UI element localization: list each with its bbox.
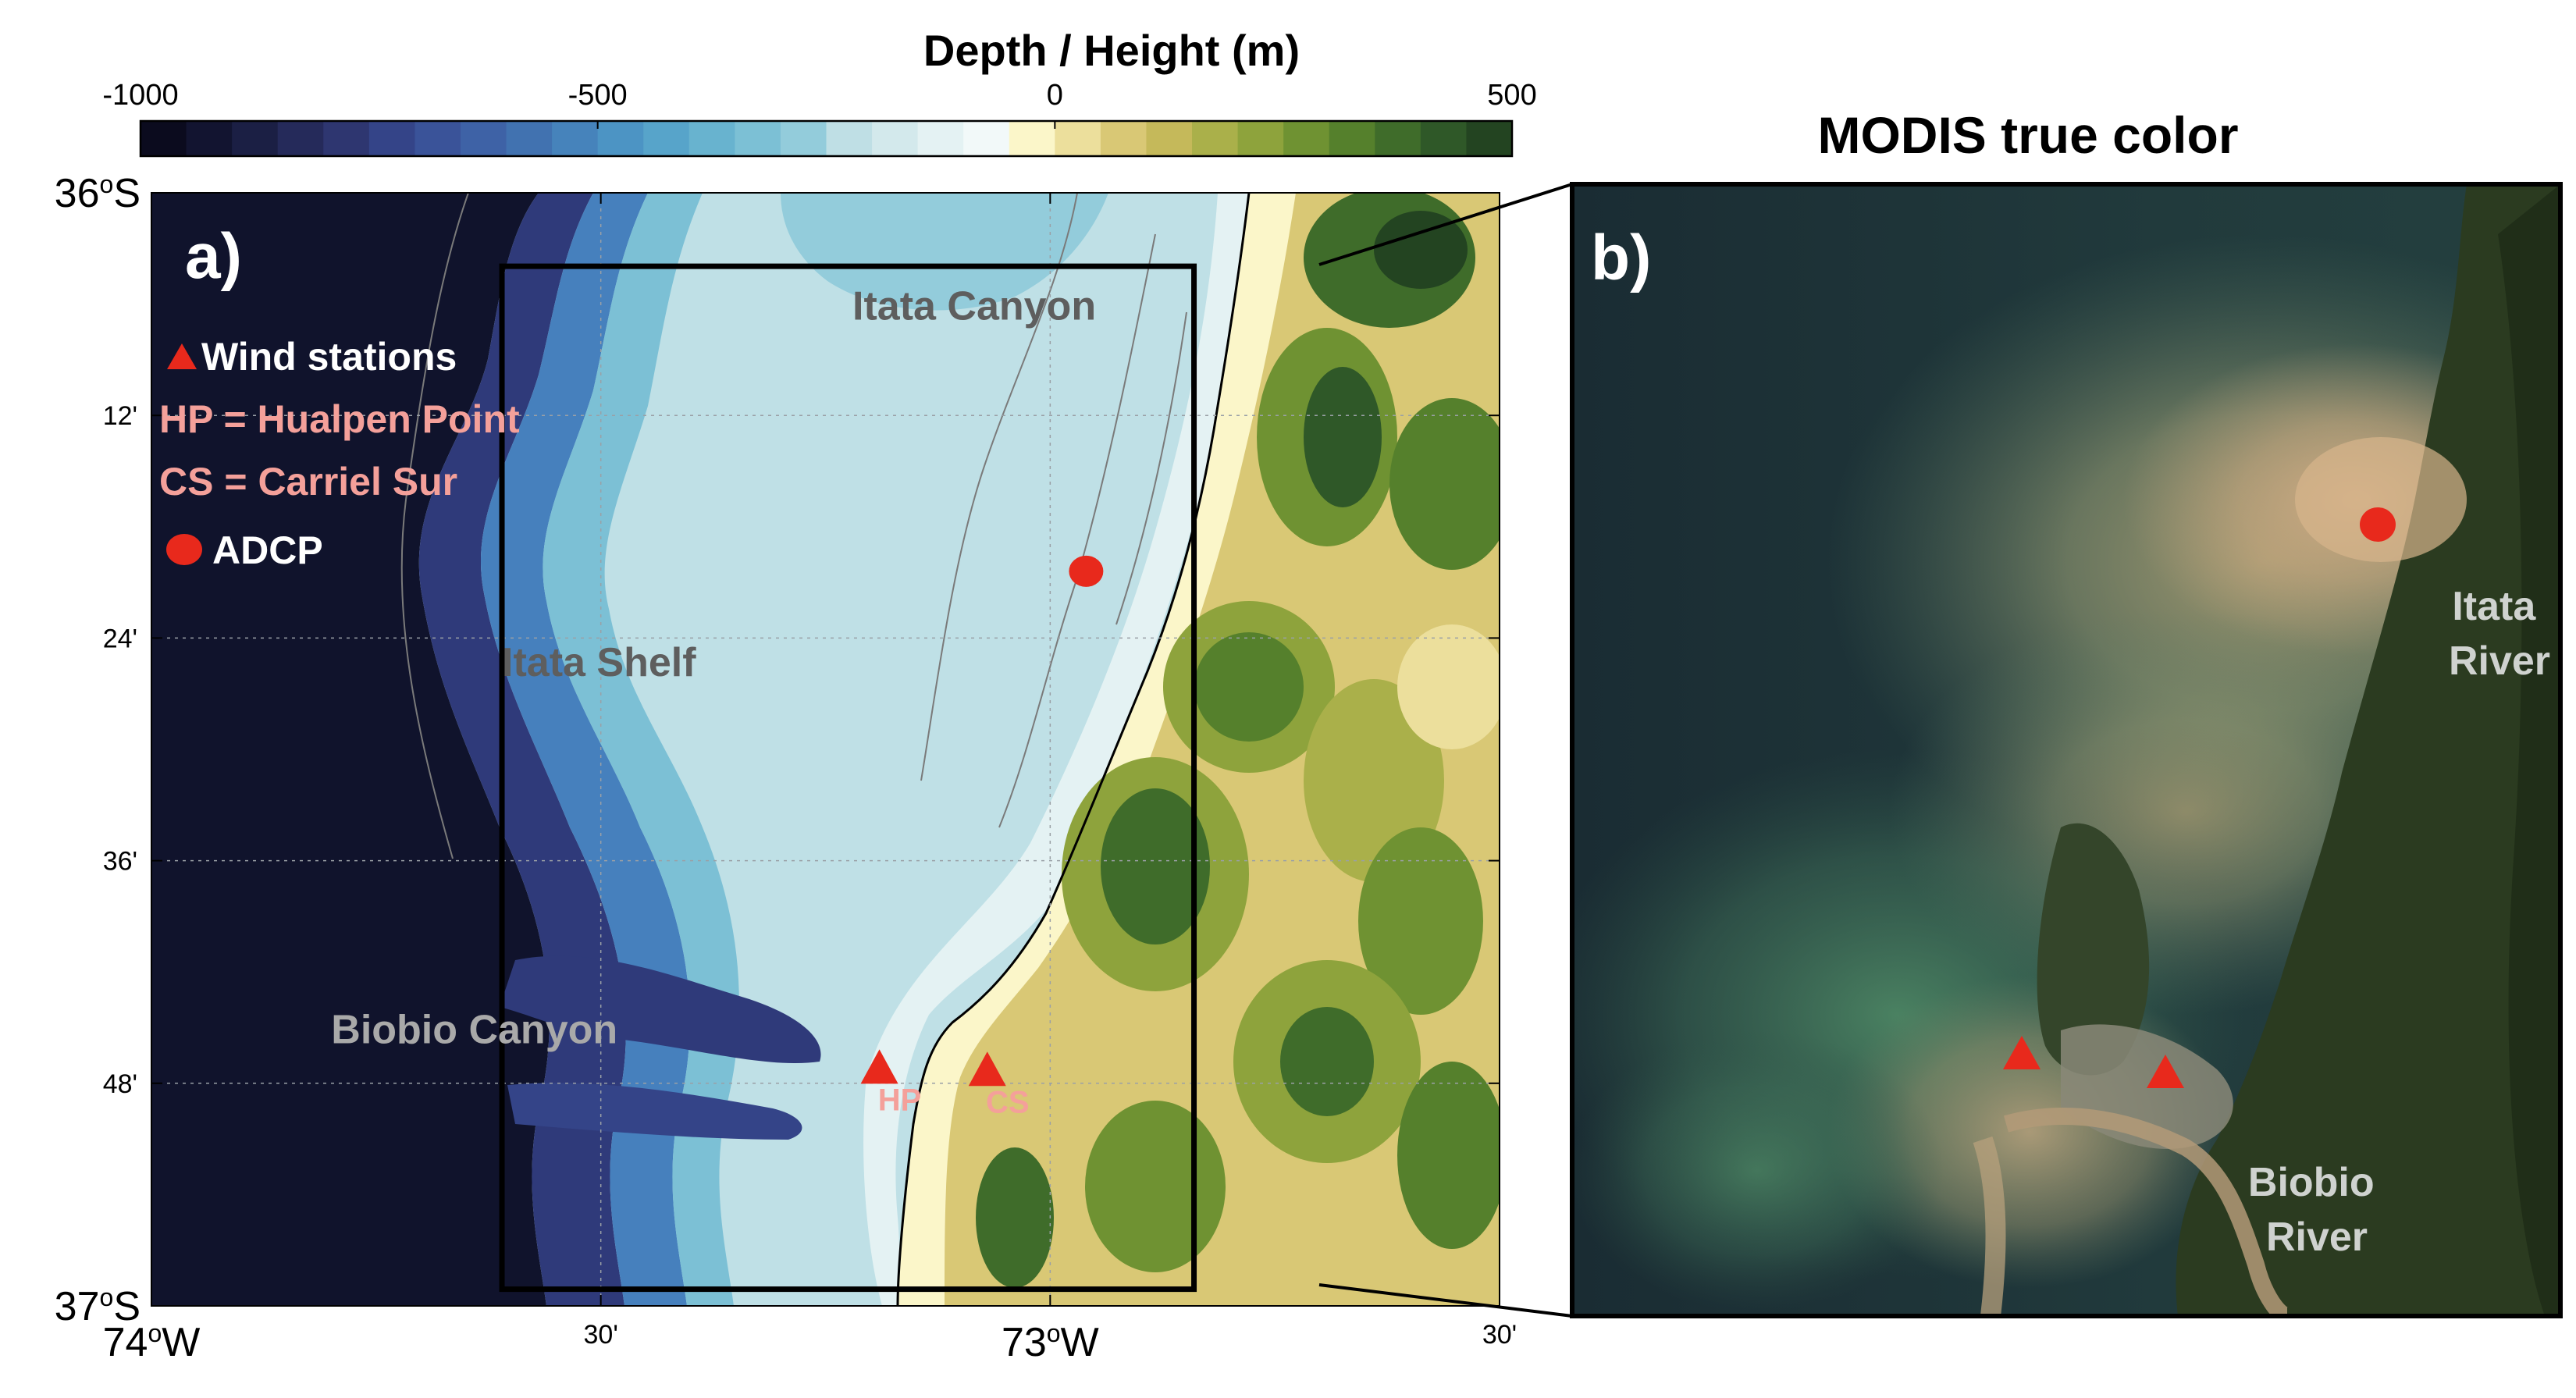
panel-b-frame (1570, 182, 2563, 1318)
adcp-marker (1069, 555, 1104, 587)
biobio-canyon-shape-2 (507, 1083, 802, 1140)
colorbar-cell (506, 121, 553, 156)
wind-station-icon (167, 343, 197, 369)
legend-adcp: ADCP (212, 528, 323, 572)
colorbar-cell (1192, 121, 1239, 156)
lon-tick-label: 73oW (1002, 1319, 1099, 1365)
lat-tick-label: 36oS (55, 170, 141, 216)
lon-tick-label: 74oW (103, 1319, 201, 1365)
itata-river-label: Itata River (2449, 584, 2550, 684)
colorbar-tick-label: 500 (1487, 79, 1536, 112)
coastline (896, 193, 1251, 1306)
colorbar-tick-label: 0 (1047, 79, 1063, 112)
colorbar-cell (1009, 121, 1055, 156)
panel-b-satellite-image: b) Itata River Biobio River (1570, 182, 2563, 1318)
cs-marker-b (2147, 1055, 2184, 1088)
colorbar-cell (780, 121, 827, 156)
satellite-land (2176, 184, 2560, 1316)
colorbar-cell (232, 121, 279, 156)
coastal-lowland (898, 193, 1296, 1306)
grid-lines (151, 193, 1500, 1306)
station-marker (968, 1051, 1006, 1087)
colorbar-cell (186, 121, 233, 156)
biobio-canyon-shape (500, 955, 821, 1064)
lat-tick-label: 24' (103, 624, 137, 653)
colorbar-cell (1055, 121, 1101, 156)
legend-wind-stations: Wind stations (201, 335, 457, 379)
subdomain-box (499, 263, 1197, 1293)
legend-cs: CS = Carriel Sur (159, 460, 457, 503)
colorbar-cell (688, 121, 735, 156)
panel-b-title: MODIS true color (1817, 106, 2238, 164)
zoom-connector-bottom (1318, 1283, 1573, 1318)
legend-hp: HP = Hualpen Point (159, 397, 520, 441)
colorbar-cell (643, 121, 690, 156)
hp-marker-b (2003, 1036, 2041, 1069)
colorbar-title: Depth / Height (m) (923, 26, 1300, 75)
colorbar-cell (963, 121, 1010, 156)
station-label: CS (986, 1085, 1030, 1119)
colorbar-cell (872, 121, 919, 156)
itata-canyon-shape (781, 193, 1108, 311)
itata-river-line-1: Itata (2452, 584, 2536, 629)
colorbar-cell (1466, 121, 1513, 156)
colorbar-cell (1100, 121, 1147, 156)
colorbar-cell (826, 121, 873, 156)
lat-tick-label: 12' (103, 401, 137, 431)
biobio-river-line-1: Biobio (2248, 1160, 2375, 1205)
terrain-hills (976, 193, 1500, 1288)
colorbar-cell (735, 121, 781, 156)
colorbar-cell (460, 121, 507, 156)
colorbar-cell (1237, 121, 1284, 156)
adcp-marker-b (2360, 507, 2396, 542)
station-marker (860, 1049, 898, 1084)
colorbar-cell (323, 121, 370, 156)
adcp-icon (166, 534, 202, 565)
panel-a-label: a) (185, 221, 242, 292)
colorbar-cell (917, 121, 964, 156)
colorbar-tick-label: -500 (568, 79, 628, 112)
feature-label: Itata Shelf (502, 640, 696, 685)
biobio-river-channel (2003, 1108, 2290, 1316)
biobio-river-label: Biobio River (2248, 1160, 2386, 1260)
colorbar-ticks: -1000 -500 0 500 (102, 79, 1537, 129)
colorbar-cell (1283, 121, 1330, 156)
lon-tick-label: 30' (1482, 1320, 1517, 1350)
colorbar-cell (597, 121, 644, 156)
biobio-river-line-2: River (2266, 1215, 2368, 1260)
colorbar-cell (1146, 121, 1193, 156)
lat-tick-label: 37oS (55, 1283, 141, 1329)
colorbar-cell (552, 121, 599, 156)
feature-label: Biobio Canyon (331, 1008, 617, 1053)
panel-b-label: b) (1591, 222, 1651, 293)
colorbar: -1000 -500 0 500 Depth / Height (m) (102, 26, 1537, 158)
inner-shelf (863, 193, 1249, 1306)
colorbar-tick-label: -1000 (102, 79, 178, 112)
satellite-peninsula (2037, 823, 2150, 1076)
deep-ocean (151, 193, 550, 1306)
colorbar-cell (368, 121, 415, 156)
itata-river-line-2: River (2449, 639, 2550, 684)
colorbar-cell (1420, 121, 1468, 156)
lat-tick-label: 48' (103, 1069, 137, 1099)
colorbar-cell (141, 121, 187, 156)
colorbar-cell (1329, 121, 1375, 156)
colorbar-cell (1375, 121, 1421, 156)
legend: Wind stations HP = Hualpen Point CS = Ca… (159, 335, 520, 572)
panel-a-frame (151, 192, 1500, 1307)
station-markers: HP CS (860, 555, 1104, 1119)
colorbar-cell (415, 121, 461, 156)
colorbar-cell (277, 121, 324, 156)
zoom-connector-top (1318, 183, 1573, 266)
station-label: HP (878, 1083, 922, 1117)
feature-labels: Itata Canyon Itata Shelf Biobio Canyon (331, 284, 1096, 1053)
lon-tick-label: 30' (584, 1320, 618, 1350)
feature-label: Itata Canyon (852, 284, 1096, 329)
lat-tick-label: 36' (103, 847, 137, 877)
colorbar-frame (139, 119, 1514, 158)
colorbar-cells (141, 121, 1513, 156)
